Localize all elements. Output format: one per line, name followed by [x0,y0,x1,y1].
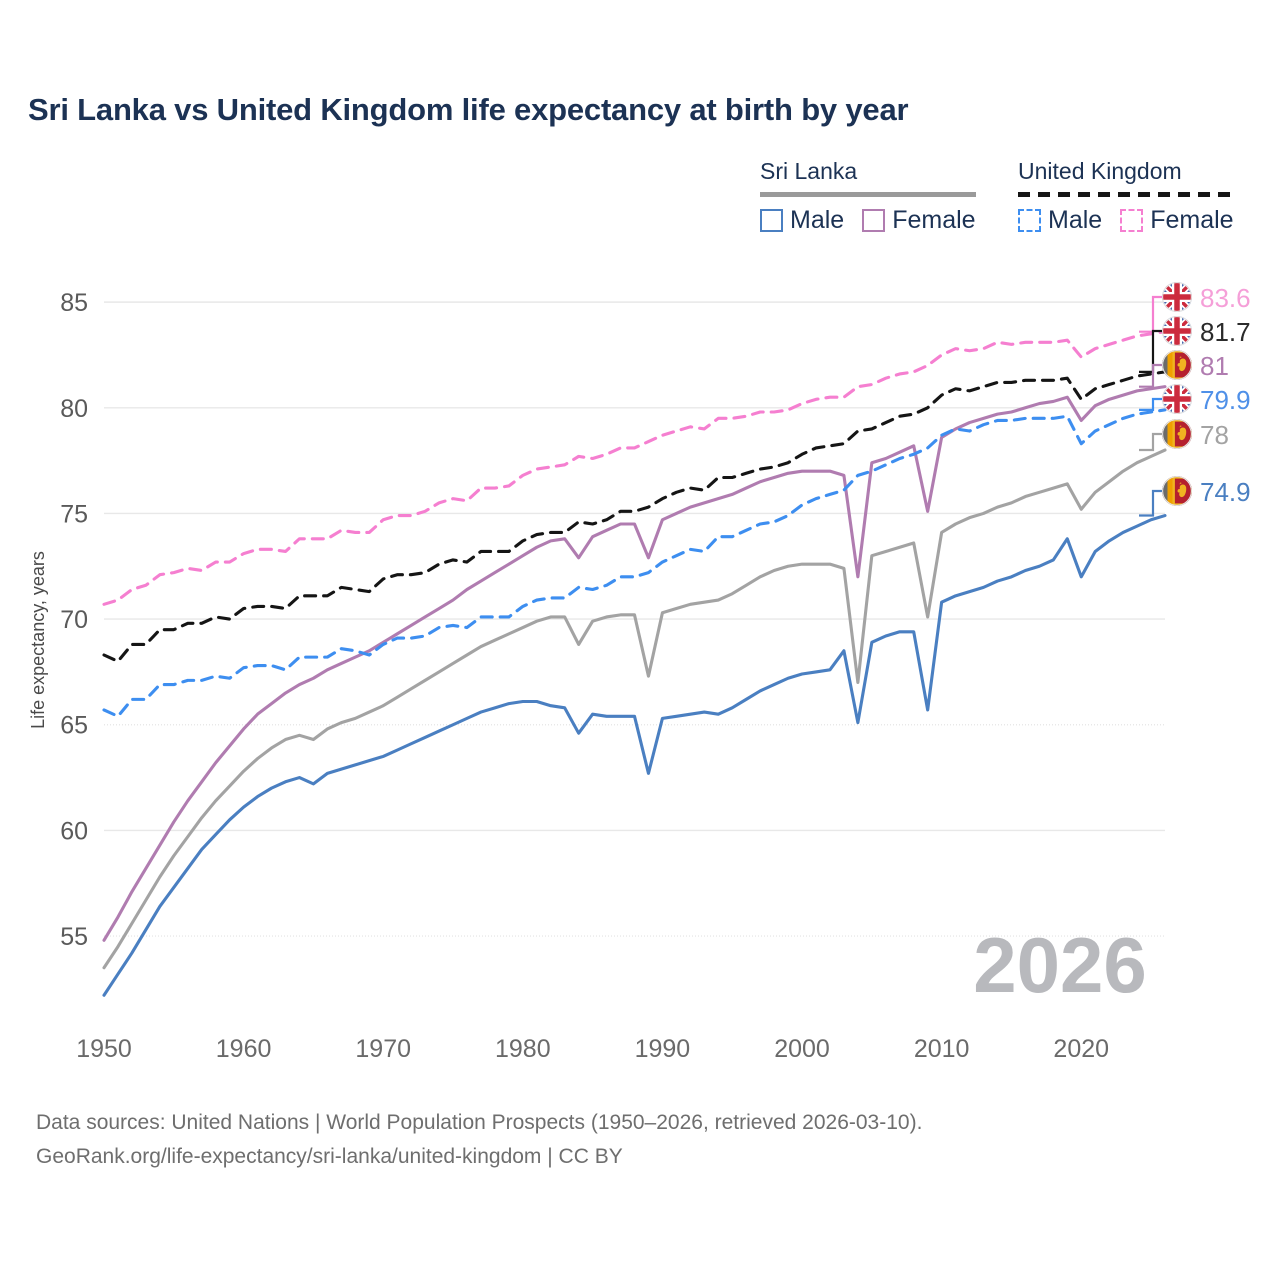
series-line-uk_total [102,370,1167,663]
legend-item-uk-female[interactable]: Female [1120,206,1234,235]
legend-group-title-united-kingdom: United Kingdom [1018,158,1182,184]
year-watermark: 2026 [973,921,1147,1009]
legend-item-sl-female[interactable]: Female [862,206,976,235]
legend-label-uk-male: Male [1048,206,1103,234]
y-tick-label: 65 [60,712,88,740]
uk-flag-icon [1162,282,1192,312]
end-label-value-uk_female: 83.6 [1200,283,1251,313]
legend-swatch-sl-male-icon [760,209,783,232]
y-tick-label: 60 [60,817,88,845]
legend-item-uk-male[interactable]: Male [1018,206,1102,235]
legend-rule-sri-lanka [760,192,976,197]
legend-label-sl-male: Male [790,206,845,234]
end-label-value-uk_total: 81.7 [1200,317,1251,347]
series-line-uk_male [102,408,1167,718]
legend-label-sl-female: Female [892,206,976,234]
footer-line-1: Data sources: United Nations | World Pop… [36,1111,923,1134]
x-tick-label: 1980 [495,1035,551,1063]
uk-flag-icon [1162,384,1192,414]
chart-series-lines [102,330,1167,997]
x-tick-label: 2000 [774,1035,830,1063]
legend-group-sri-lanka: Sri Lanka Male Female [760,158,976,235]
end-label-value-sl_female: 81 [1200,351,1229,381]
y-axis-label: Life expectancy, years [28,551,48,729]
end-label-value-sl_male: 74.9 [1200,477,1251,507]
legend-group-united-kingdom: United Kingdom Male Female [1018,158,1234,235]
end-label-leader [1139,363,1163,388]
y-tick-label: 80 [60,395,88,423]
sri-lanka-flag-icon [1162,350,1192,380]
legend-rule-united-kingdom [1018,192,1234,197]
end-label-leader [1139,329,1163,373]
end-label-value-sl_total: 78 [1200,420,1229,450]
sri-lanka-flag-icon [1162,419,1192,449]
footer-line-2: GeoRank.org/life-expectancy/sri-lanka/un… [36,1145,623,1169]
x-tick-label: 2020 [1053,1035,1109,1063]
y-tick-label: 55 [60,923,88,951]
end-label-leader [1139,397,1163,411]
legend-swatch-sl-female-icon [862,209,886,232]
x-tick-label: 1970 [355,1035,411,1063]
legend-swatch-uk-female-icon [1120,209,1144,232]
end-label-leader [1139,432,1163,452]
series-line-uk_female [102,330,1167,606]
end-label-leader [1139,295,1163,333]
series-line-sl_female [102,385,1167,942]
sri-lanka-flag-icon [1162,476,1192,506]
legend-swatch-uk-male-icon [1018,209,1041,232]
series-line-sl_male [102,514,1167,997]
chart-legend: Sri Lanka Male Female United Kingdom [760,158,1255,244]
end-label-value-uk_male: 79.9 [1200,385,1251,415]
chart-end-labels: 83.6 81.7 81 79.9 78 74.9 [1139,282,1251,517]
x-tick-label: 1960 [216,1035,272,1063]
footer-attribution: Data sources: United Nations | World Pop… [36,1106,922,1174]
legend-item-sl-male[interactable]: Male [760,206,844,235]
page-title: Sri Lanka vs United Kingdom life expecta… [28,92,909,127]
end-label-leader [1139,489,1163,517]
series-line-sl_total [102,448,1167,970]
chart-y-axis-ticks: 55 60 65 70 75 80 85 [60,289,88,951]
x-tick-label: 2010 [914,1035,970,1063]
uk-flag-icon [1162,316,1192,346]
y-tick-label: 70 [60,606,88,634]
x-tick-label: 1950 [76,1035,132,1063]
chart-x-axis-ticks: 1950 1960 1970 1980 1990 2000 2010 2020 [76,1035,1109,1063]
legend-label-uk-female: Female [1150,206,1234,234]
legend-group-title-sri-lanka: Sri Lanka [760,158,858,184]
x-tick-label: 1990 [635,1035,691,1063]
y-tick-label: 75 [60,500,88,528]
y-tick-label: 85 [60,289,88,317]
